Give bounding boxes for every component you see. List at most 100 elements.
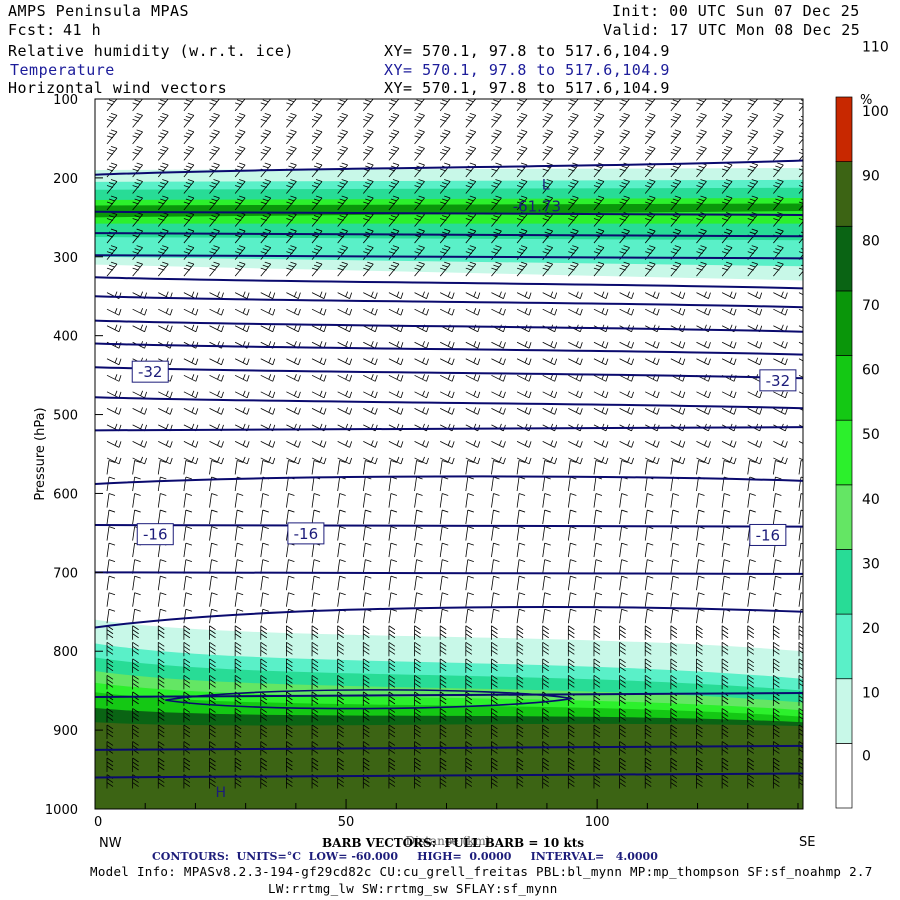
wind-barb: [337, 509, 346, 525]
wind-barb: [721, 357, 737, 366]
wind-barb: [286, 641, 293, 657]
wind-barb: [337, 245, 348, 260]
wind-barb: [567, 493, 577, 508]
wind-barb: [645, 341, 660, 349]
wind-barb: [567, 526, 577, 541]
wind-barb: [234, 625, 242, 640]
wind-barb: [567, 559, 577, 574]
wind-barb: [593, 625, 601, 640]
wind-barb: [567, 575, 577, 591]
wind-barb: [491, 112, 502, 128]
wind-barb: [286, 476, 295, 492]
wind-barb: [721, 625, 729, 640]
wind-barb: [311, 757, 319, 772]
wind-barb: [439, 146, 451, 161]
wind-barb: [747, 390, 763, 399]
colorbar: 0 10 20 30 40 50 60 70 80 90 100 110%: [835, 39, 889, 809]
wind-barb: [209, 357, 224, 366]
wind-barb: [286, 324, 301, 333]
wind-barb: [286, 724, 293, 739]
wind-barb: [388, 592, 398, 607]
colorbar-label: 20: [862, 621, 880, 637]
wind-barb: [696, 195, 707, 211]
wind-barb: [593, 675, 601, 690]
wind-barb: [362, 625, 370, 640]
wind-barb: [414, 308, 429, 316]
wind-barb: [388, 374, 404, 382]
wind-barb: [670, 112, 682, 128]
temperature-contour: [95, 692, 803, 698]
wind-barb: [106, 625, 114, 640]
wind-barb: [696, 112, 707, 128]
wind-barb: [362, 245, 374, 260]
wind-barb: [362, 228, 374, 244]
wind-barb: [747, 357, 763, 366]
wind-barb: [593, 724, 601, 739]
wind-barb: [157, 559, 167, 574]
wind-barb: [491, 625, 498, 640]
wind-barb: [670, 291, 686, 300]
temperature-contour: [95, 772, 803, 779]
wind-barb: [516, 456, 532, 465]
wind-barb: [388, 476, 398, 492]
wind-barb: [132, 575, 141, 591]
wind-barb: [209, 324, 224, 333]
wind-barb: [619, 476, 628, 492]
wind-barb: [209, 146, 220, 161]
wind-barb: [388, 245, 400, 260]
wind-barb: [644, 575, 654, 591]
temperature-contour: [95, 426, 803, 432]
wind-barb: [567, 757, 575, 772]
wind-barb: [260, 261, 272, 277]
wind-barb: [311, 308, 327, 316]
wind-barb: [158, 440, 173, 448]
wind-barb: [106, 261, 118, 277]
wind-barb: [106, 542, 116, 558]
wind-barb: [465, 407, 481, 415]
wind-barb: [721, 741, 729, 756]
wind-barb: [209, 112, 220, 128]
wind-barb: [619, 493, 628, 508]
wind-barb: [491, 542, 500, 558]
wind-barb: [106, 575, 116, 591]
wind-barb: [516, 129, 528, 145]
wind-barb: [183, 99, 195, 112]
wind-barb: [388, 112, 400, 128]
wind-barb: [209, 291, 224, 300]
wind-barb: [593, 774, 601, 789]
colorbar-label: 30: [862, 556, 880, 572]
wind-barb: [670, 757, 678, 772]
wind-barb: [209, 757, 216, 772]
wind-barb: [337, 476, 346, 492]
wind-barb: [286, 261, 297, 277]
wind-barb: [465, 493, 474, 508]
wind-barb: [260, 658, 267, 673]
wind-barb: [234, 195, 246, 211]
wind-barb: [747, 162, 759, 178]
wind-barb: [209, 724, 216, 739]
wind-barb: [362, 112, 374, 128]
wind-barb: [542, 542, 551, 558]
wind-barb: [593, 575, 603, 591]
wind-barb: [773, 245, 784, 260]
wind-barb: [721, 724, 729, 739]
wind-barb: [773, 440, 788, 448]
wind-barb: [286, 228, 297, 244]
wind-barb: [670, 708, 678, 723]
wind-barb: [132, 708, 139, 723]
wind-barb: [542, 526, 551, 541]
wind-barb: [516, 423, 532, 432]
wind-barb: [183, 146, 195, 161]
wind-barb: [414, 291, 429, 300]
contour-label: -32: [766, 372, 791, 390]
wind-barb: [644, 112, 656, 128]
wind-barb: [388, 625, 396, 640]
wind-barb: [362, 509, 372, 525]
wind-barb: [491, 460, 500, 475]
wind-barb: [183, 456, 199, 465]
wind-barb: [696, 774, 703, 789]
wind-barb: [260, 179, 272, 194]
wind-barb: [670, 476, 679, 492]
y-tick-label: 600: [53, 487, 78, 502]
colorbar-bin: [835, 225, 853, 292]
